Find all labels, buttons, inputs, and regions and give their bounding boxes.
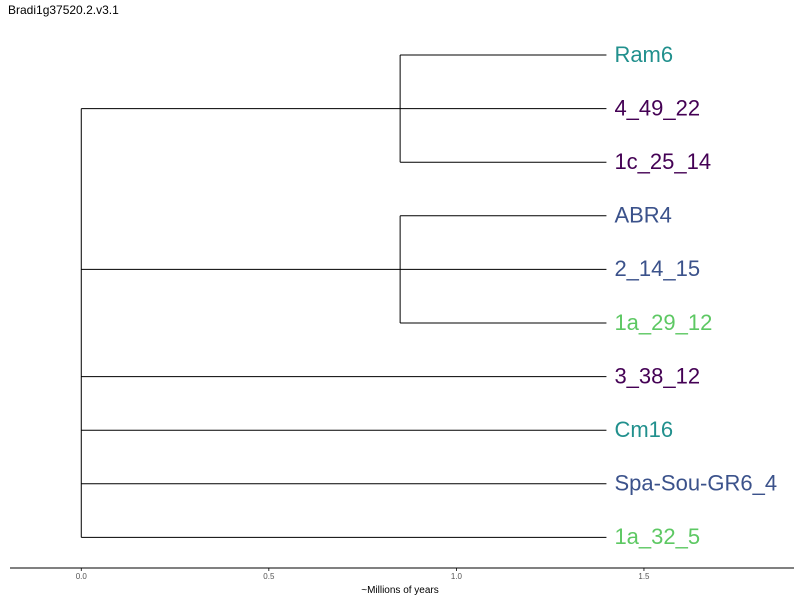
x-axis: 0.0 0.5 1.0 1.5 ~Millions of years <box>10 567 794 596</box>
page-title: Bradi1g37520.2.v3.1 <box>8 3 119 17</box>
x-axis-tick-label: 0.5 <box>263 572 275 581</box>
tree-branches <box>80 54 607 538</box>
x-axis-tick-label: 0.0 <box>76 572 88 581</box>
leaf-label: 1c_25_14 <box>614 149 711 174</box>
leaf-label: ABR4 <box>614 203 671 228</box>
x-axis-tick-label: 1.5 <box>638 572 650 581</box>
leaf-label: 2_14_15 <box>614 256 700 281</box>
x-axis-tick-label: 1.0 <box>451 572 463 581</box>
leaf-labels: Ram6 4_49_22 1c_25_14 ABR4 2_14_15 1a_29_12 3_… <box>614 42 777 549</box>
x-axis-title: ~Millions of years <box>361 585 439 596</box>
leaf-label: 4_49_22 <box>614 95 700 120</box>
leaf-label: Cm16 <box>614 417 673 442</box>
leaf-label: Ram6 <box>614 42 673 67</box>
leaf-label: Spa-Sou-GR6_4 <box>614 471 777 496</box>
leaf-label: 1a_29_12 <box>614 310 712 335</box>
leaf-label: 1a_32_5 <box>614 524 700 549</box>
x-axis-ticks: 0.0 0.5 1.0 1.5 <box>76 568 650 581</box>
leaf-label: 3_38_12 <box>614 363 700 388</box>
